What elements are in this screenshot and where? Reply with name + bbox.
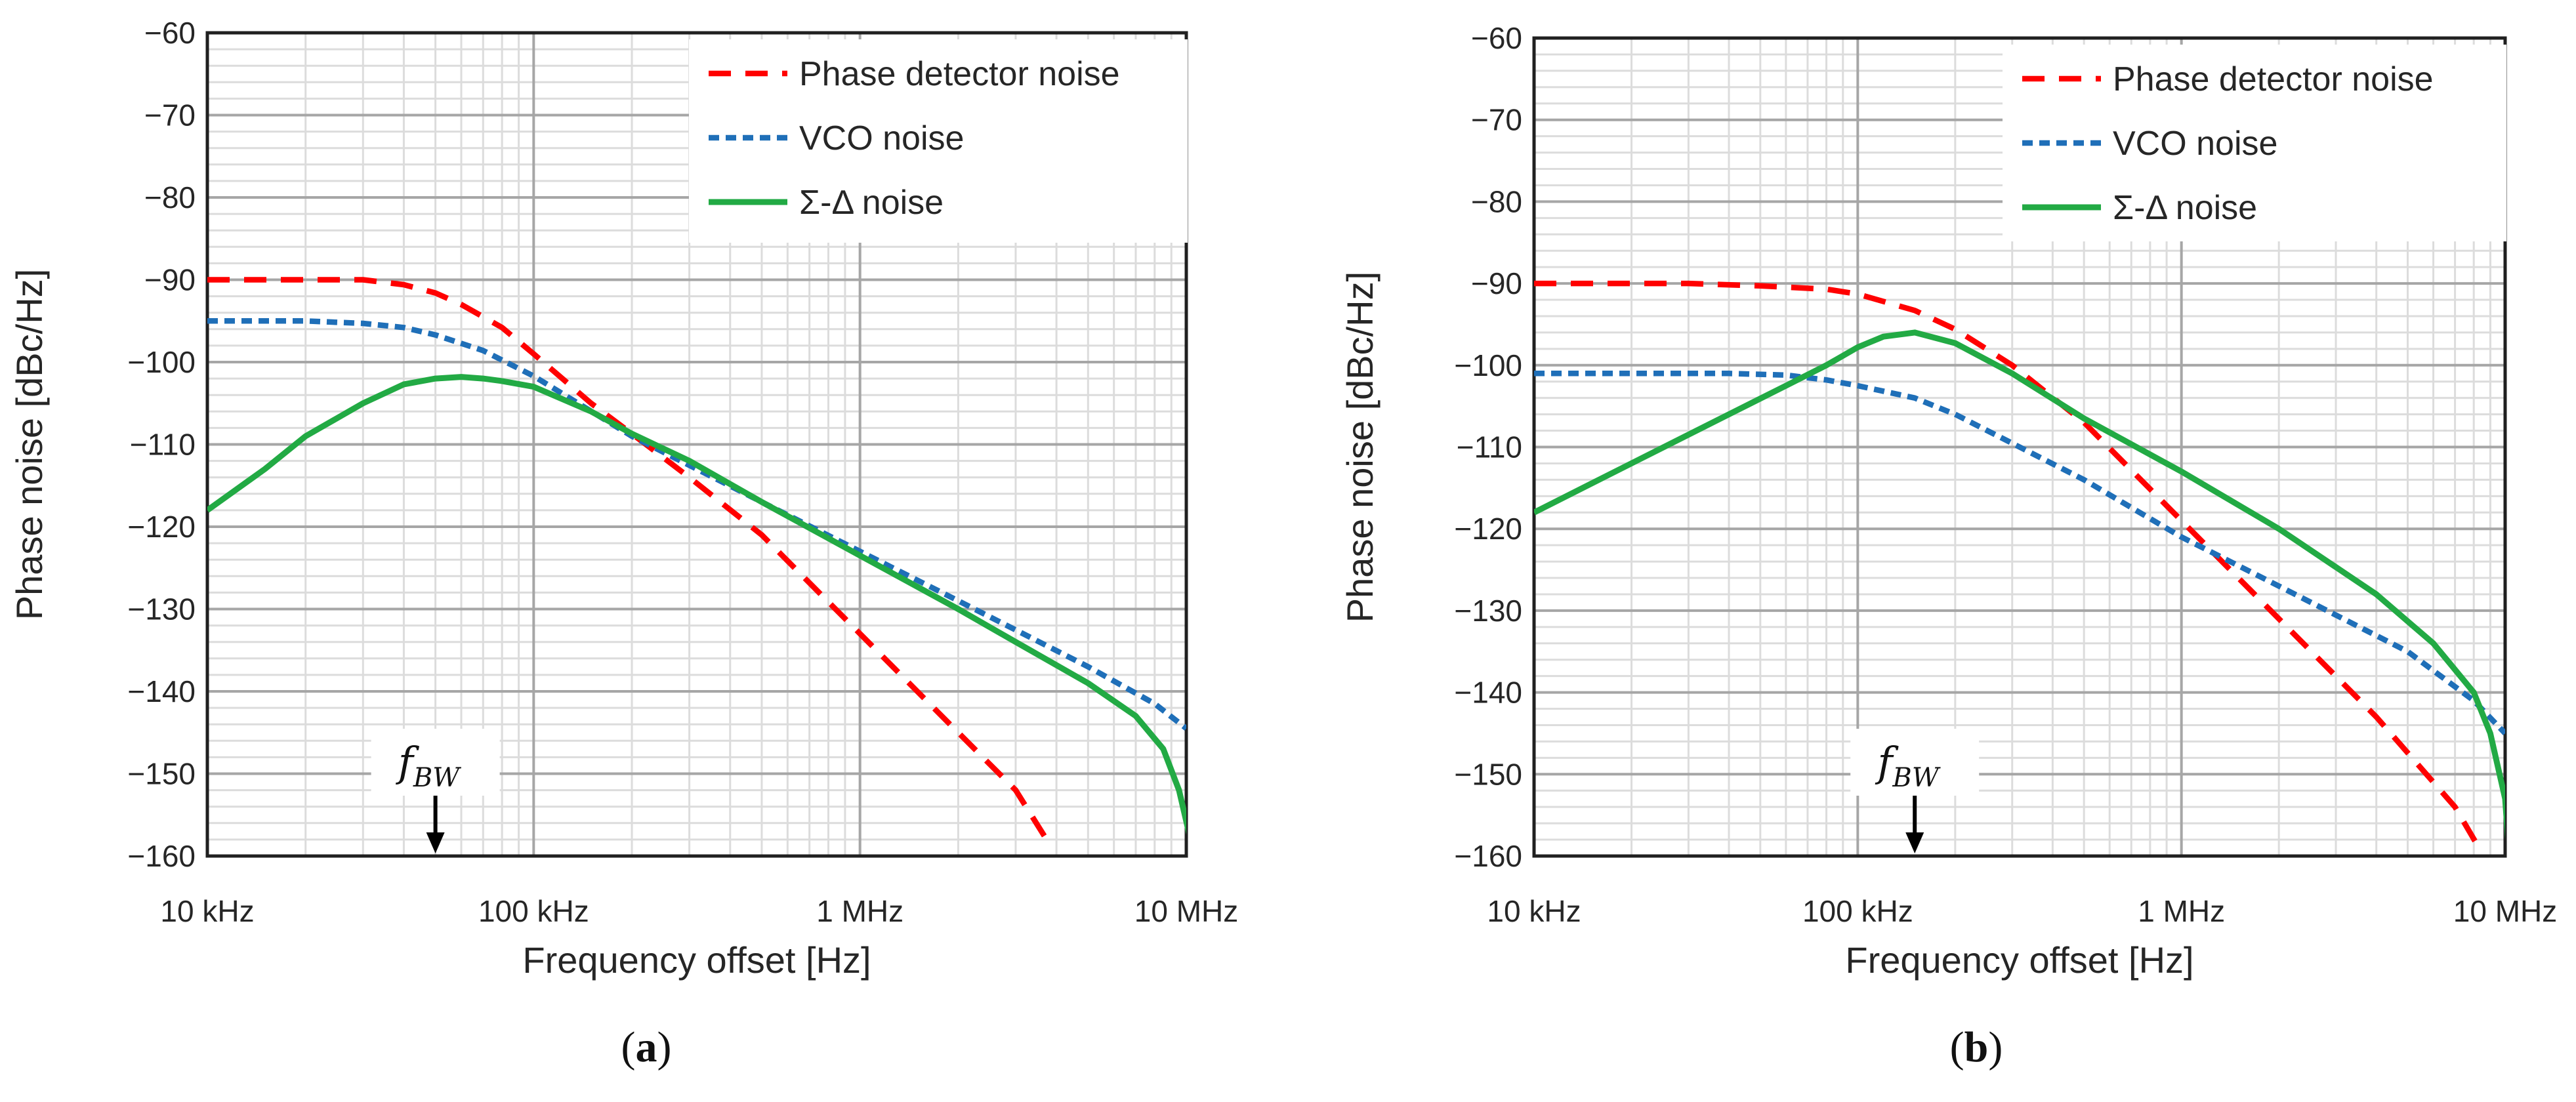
fbw-arrow-head [1905, 832, 1924, 853]
fbw-annotation: fBW [371, 729, 500, 853]
y-tick-label: −70 [144, 98, 196, 133]
y-tick-label: −90 [144, 263, 196, 297]
y-tick-label: −130 [1454, 594, 1522, 628]
y-tick-label: −80 [144, 180, 196, 214]
fbw-annotation: fBW [1850, 729, 1980, 853]
y-tick-label: −130 [127, 592, 196, 626]
fbw-label-subscript: BW [413, 763, 461, 793]
y-tick-label: −60 [1471, 21, 1522, 55]
series-line-0 [207, 277, 1052, 846]
y-tick-label: −160 [1454, 839, 1522, 873]
y-axis-label: Phase noise [dBc/Hz] [1339, 272, 1381, 622]
legend-box [689, 39, 1188, 243]
x-tick-label: 100 kHz [478, 894, 589, 928]
panel-label-open: ( [1950, 1023, 1964, 1071]
series-group [207, 277, 1186, 846]
panel-label-open: ( [621, 1023, 636, 1071]
x-tick-label: 1 MHz [816, 894, 904, 928]
panel-label: (a) [621, 1023, 672, 1071]
panel-label-close: ) [657, 1023, 672, 1071]
grid [1533, 37, 2506, 857]
chart-panel-a: −60 −70 −80 −90 −100 −110 −120 −130 −140 −150 −160… [9, 16, 1238, 1071]
y-tick-label: −140 [1454, 676, 1522, 710]
x-tick-label: 10 kHz [1487, 894, 1581, 928]
x-tick-label: 100 kHz [1802, 894, 1913, 928]
x-axis-label: Frequency offset [Hz] [522, 939, 871, 981]
x-tick-label: 10 kHz [160, 894, 254, 928]
y-tick-label: −110 [1457, 430, 1522, 464]
x-axis-label: Frequency offset [Hz] [1845, 939, 2193, 981]
panel-label: (b) [1950, 1023, 2003, 1071]
fbw-label-box [1850, 729, 1980, 796]
y-tick-label: −120 [127, 510, 196, 544]
legend: Phase detector noise VCO noise Σ-Δ noise [689, 39, 1188, 243]
y-tick-label: −150 [127, 757, 196, 791]
y-tick-label: −140 [127, 674, 196, 708]
legend-label: Phase detector noise [2113, 60, 2434, 98]
panel-label-letter: b [1964, 1023, 1989, 1071]
panel-label-letter: a [636, 1023, 657, 1071]
y-tick-label: −150 [1454, 757, 1522, 791]
y-tick-label: −160 [127, 839, 196, 873]
y-tick-label: −90 [1471, 266, 1522, 300]
series-line-2 [207, 374, 1186, 835]
legend-label: Σ-Δ noise [2113, 189, 2257, 227]
legend-label: Σ-Δ noise [799, 184, 944, 222]
y-tick-label: −100 [1454, 348, 1522, 382]
fbw-label-subscript: BW [1892, 763, 1940, 793]
y-tick-label: −80 [1471, 184, 1522, 218]
y-tick-label: −100 [127, 345, 196, 379]
chart-panel-b: −60 −70 −80 −90 −100 −110 −120 −130 −140 −150 −160… [1339, 21, 2557, 1071]
series-group [1534, 280, 2505, 849]
fbw-label-box [371, 729, 500, 796]
y-tick-label: −120 [1454, 512, 1522, 546]
y-tick-label: −110 [130, 428, 196, 462]
fbw-label: fBW [396, 738, 461, 793]
x-tick-label: 10 MHz [2453, 894, 2557, 928]
series-line-2 [1534, 329, 2505, 840]
series-line-1 [1534, 371, 2505, 735]
y-axis-label: Phase noise [dBc/Hz] [9, 269, 50, 620]
y-tick-label: −70 [1471, 103, 1522, 137]
legend: Phase detector noise VCO noise Σ-Δ noise [2003, 45, 2506, 241]
fbw-arrow-head [426, 832, 445, 853]
plot-frame [205, 31, 1188, 858]
series-line-0 [1534, 280, 2482, 849]
panel-label-close: ) [1988, 1023, 2003, 1071]
y-tick-label: −60 [144, 16, 196, 50]
legend-label: VCO noise [2113, 125, 2277, 163]
plot-frame [1532, 36, 2507, 858]
x-tick-label: 10 MHz [1134, 894, 1238, 928]
legend-label: Phase detector noise [799, 55, 1120, 93]
x-tick-label: 1 MHz [2138, 894, 2225, 928]
legend-label: VCO noise [799, 119, 964, 157]
